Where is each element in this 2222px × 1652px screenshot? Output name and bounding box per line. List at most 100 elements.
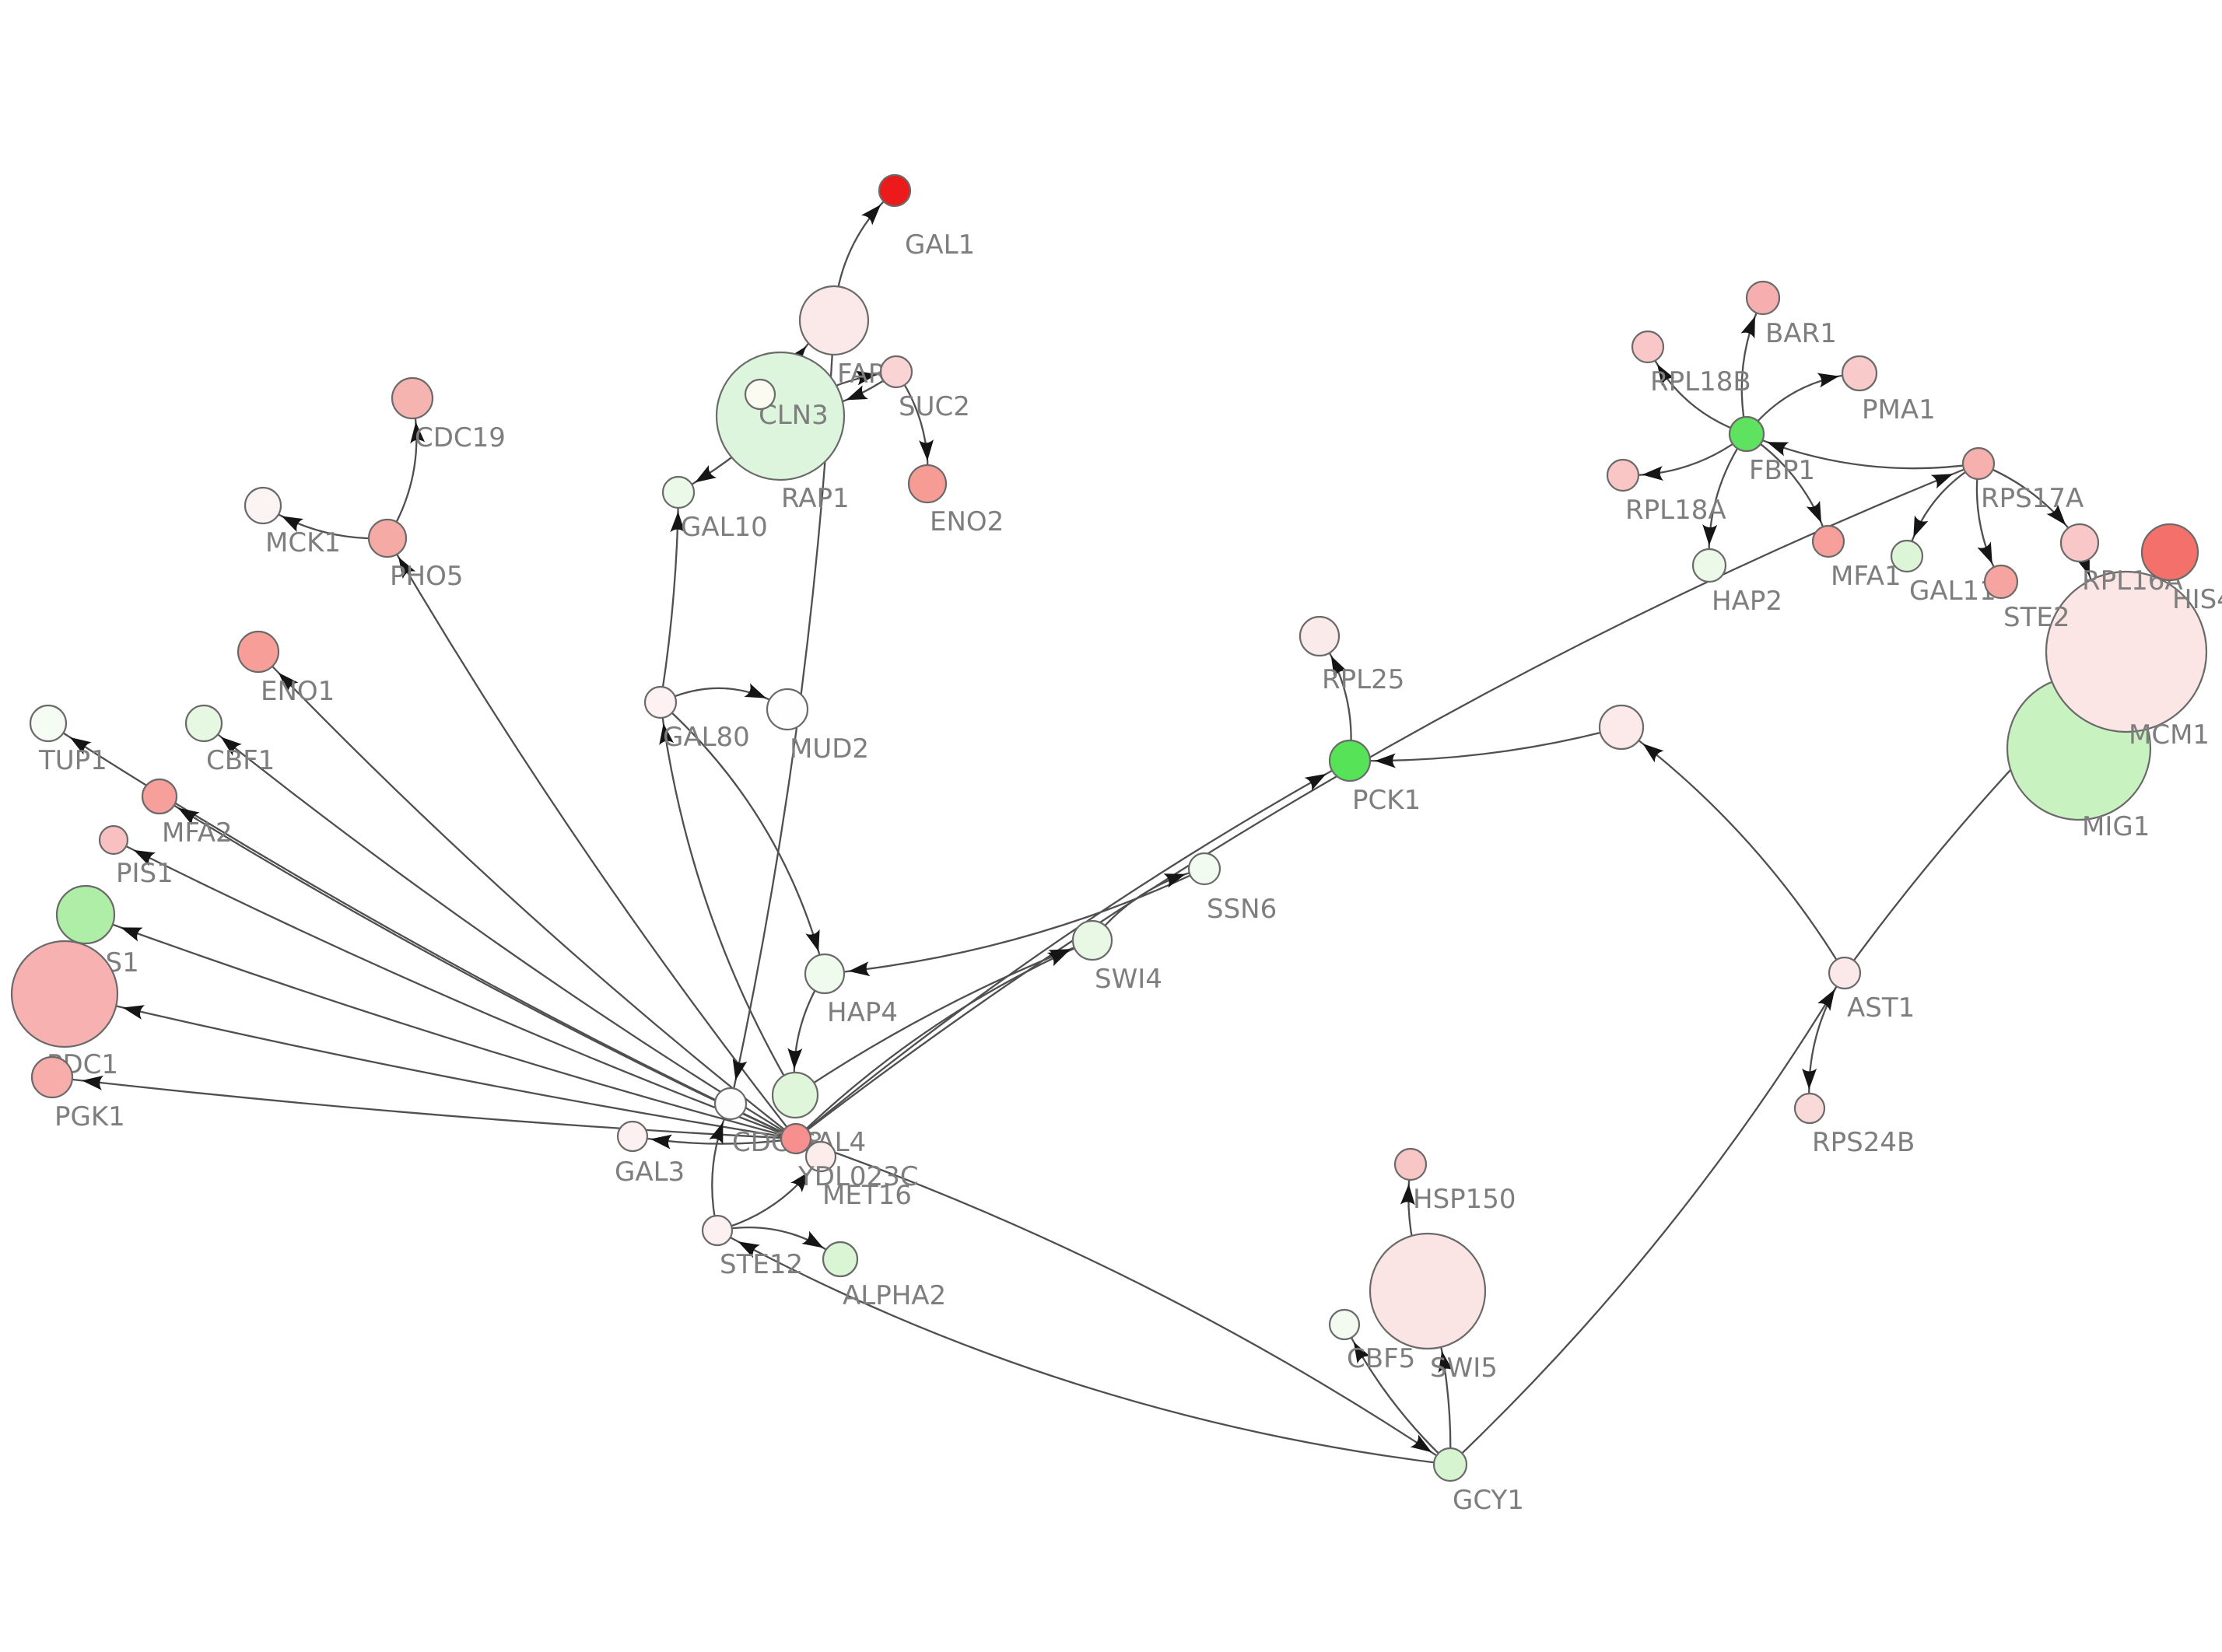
node-FBP1[interactable]	[1728, 415, 1765, 453]
edge-STE12-CDC28[interactable]	[711, 1103, 732, 1231]
node-CDC28[interactable]	[713, 1087, 748, 1121]
node-MET16[interactable]	[804, 1140, 837, 1173]
arrowhead-YDL023C-RAS1	[121, 927, 143, 942]
edge-YDL023C-PDC1[interactable]	[64, 992, 797, 1140]
node-GAL3[interactable]	[616, 1120, 649, 1153]
arrowhead-YDL023C-RPS17A	[1930, 474, 1954, 489]
node-ENO1[interactable]	[237, 630, 280, 674]
edge-YDL023C-PIS1[interactable]	[113, 838, 797, 1140]
edge-AST1-RPS24B[interactable]	[1808, 972, 1845, 1109]
arrowhead-HAP4-GAL4	[787, 1048, 803, 1069]
edge-YDL023C-RAS1[interactable]	[85, 913, 797, 1140]
node-RPS17A[interactable]	[1961, 446, 1996, 481]
arrowhead-GAL80-GAL10	[670, 511, 685, 533]
edge-GCY1-STE12[interactable]	[717, 1229, 1451, 1466]
node-MUD2[interactable]	[766, 688, 809, 731]
node-AST1[interactable]	[1828, 956, 1862, 990]
node-GAL80[interactable]	[643, 685, 678, 719]
edge-YDL023C-PCK1[interactable]	[795, 759, 1351, 1139]
node-CBF1[interactable]	[184, 704, 223, 743]
edge-GAL4-GAL80[interactable]	[659, 702, 796, 1096]
node-RAS1[interactable]	[55, 884, 116, 945]
node-MCM1[interactable]	[2045, 570, 2208, 733]
edge-RPS17A-STE2[interactable]	[1975, 463, 2003, 583]
edge-YDL023C-CBF1[interactable]	[203, 723, 797, 1139]
node-YDL023C[interactable]	[780, 1122, 812, 1155]
node-RPL25[interactable]	[1299, 615, 1341, 657]
arrowhead-YDL023C-PGK1	[82, 1075, 104, 1090]
node-STE2[interactable]	[1983, 564, 2019, 600]
node-RPL18A[interactable]	[1606, 458, 1640, 492]
edge-YDL023C-PGK1[interactable]	[51, 1076, 797, 1140]
edge-GCY1-AST1[interactable]	[1449, 972, 1845, 1465]
arrowhead-YDL023C-PCK1	[1304, 773, 1327, 791]
node-GAL1[interactable]	[878, 173, 912, 208]
edge-GAL4-SWI4[interactable]	[794, 939, 1093, 1096]
node-NODE_A[interactable]	[744, 378, 776, 411]
node-label-PGK1: PGK1	[54, 1101, 125, 1132]
node-ALPHA2[interactable]	[822, 1241, 859, 1278]
node-SWI5[interactable]	[1369, 1232, 1487, 1350]
arrowhead-YDL023C-TUP1	[69, 737, 92, 755]
edge-FBP1-RPL18A[interactable]	[1622, 433, 1747, 477]
node-GAL11[interactable]	[1890, 539, 1924, 573]
node-PHO5[interactable]	[367, 518, 408, 558]
node-TUP1[interactable]	[29, 704, 68, 743]
node-label-MFA2: MFA2	[162, 817, 233, 849]
edge-STE12-MET16[interactable]	[717, 1156, 822, 1232]
node-STE12[interactable]	[701, 1214, 734, 1247]
edge-YDL023C-SWI4[interactable]	[795, 939, 1093, 1139]
edge-FBP1-MFA1[interactable]	[1746, 433, 1830, 542]
node-MFA2[interactable]	[141, 778, 178, 815]
node-NONAME[interactable]	[1598, 704, 1645, 751]
edge-GAL80-HAP4[interactable]	[660, 702, 826, 975]
arrowhead-AST1-NONAME	[1642, 744, 1664, 763]
node-RPL16A[interactable]	[2059, 523, 2100, 563]
node-GCY1[interactable]	[1432, 1447, 1468, 1482]
arrowhead-PHO5-CDC19	[410, 422, 426, 444]
arrowhead-PHO5-MCK1	[281, 516, 304, 533]
node-RPL18B[interactable]	[1631, 330, 1665, 364]
node-label-MCM1: MCM1	[2129, 719, 2210, 751]
node-PDC1[interactable]	[10, 940, 119, 1048]
arrowhead-GCY1-AST1	[1817, 989, 1835, 1011]
edge-YDL023C-ENO1[interactable]	[258, 651, 797, 1139]
arrowhead-YDL023C-PIS1	[133, 849, 156, 866]
node-SUC2[interactable]	[879, 355, 913, 389]
node-CDC19[interactable]	[391, 376, 434, 420]
node-FAR1[interactable]	[798, 285, 870, 356]
node-MFA1[interactable]	[1811, 524, 1845, 558]
node-label-SSN6: SSN6	[1207, 894, 1277, 925]
node-MCK1[interactable]	[244, 486, 282, 525]
node-label-BAR1: BAR1	[1765, 318, 1837, 349]
edge-YDL023C-PHO5[interactable]	[387, 537, 797, 1139]
arrowhead-FBP1-PMA1	[1817, 373, 1839, 388]
node-label-MCK1: MCK1	[265, 527, 341, 558]
node-PMA1[interactable]	[1841, 355, 1878, 392]
node-GAL4[interactable]	[771, 1071, 819, 1119]
edge-AST1-NONAME[interactable]	[1621, 726, 1845, 974]
node-BAR1[interactable]	[1745, 280, 1781, 316]
node-HAP2[interactable]	[1691, 548, 1727, 583]
node-ENO2[interactable]	[907, 464, 948, 504]
node-HAP4[interactable]	[804, 953, 846, 995]
arrowhead-SSN6-HAP4	[848, 961, 871, 977]
node-RPS24B[interactable]	[1793, 1092, 1826, 1125]
node-SWI4[interactable]	[1071, 919, 1113, 961]
arrowhead-FAR1-CDC28	[732, 1058, 748, 1081]
node-PIS1[interactable]	[98, 824, 129, 856]
edge-YDL023C-MFA2[interactable]	[159, 796, 797, 1140]
edge-FBP1-PMA1[interactable]	[1746, 372, 1860, 435]
edge-YDL023C-GCY1[interactable]	[795, 1137, 1451, 1465]
node-HSP150[interactable]	[1393, 1147, 1428, 1181]
node-GAL10[interactable]	[661, 475, 696, 509]
arrowhead-FBP1-RPL18A	[1642, 466, 1664, 481]
node-CBF5[interactable]	[1328, 1308, 1361, 1341]
edge-SSN6-HAP4[interactable]	[824, 867, 1205, 975]
node-PCK1[interactable]	[1328, 739, 1372, 782]
node-HIS4[interactable]	[2140, 523, 2199, 582]
node-PGK1[interactable]	[30, 1055, 74, 1099]
node-SSN6[interactable]	[1187, 852, 1221, 886]
